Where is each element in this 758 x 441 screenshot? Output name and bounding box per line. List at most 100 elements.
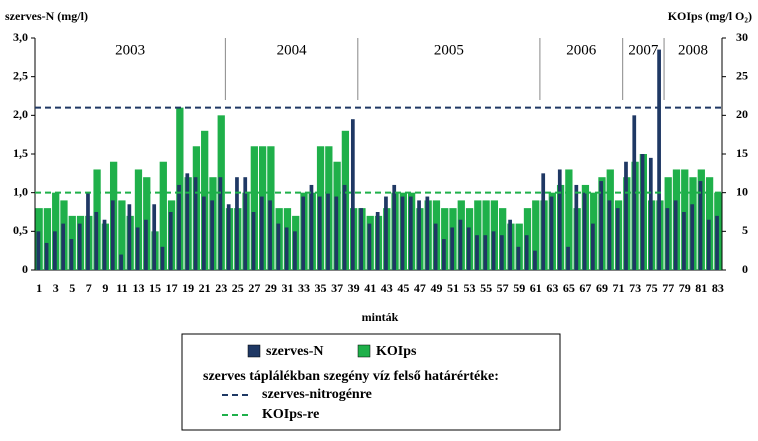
legend-label: KOIps-re — [262, 407, 319, 422]
bar — [698, 181, 703, 270]
bar — [392, 184, 397, 270]
bar — [53, 231, 57, 270]
legend-swatch — [357, 344, 371, 358]
bar — [665, 208, 670, 270]
bar — [400, 196, 405, 270]
bar — [251, 212, 256, 270]
y2-tick-label: 25 — [736, 68, 748, 82]
legend-subtitle: szerves táplálékban szegény víz felső ha… — [203, 369, 499, 384]
bar — [326, 192, 330, 270]
x-tick-label: 5 — [69, 281, 75, 295]
bar — [408, 196, 413, 270]
bar — [250, 146, 258, 270]
bar — [135, 227, 140, 270]
bar — [334, 196, 339, 270]
bar — [259, 196, 264, 270]
x-tick-label: 25 — [232, 281, 244, 295]
bar — [574, 184, 579, 270]
x-tick-label: 47 — [414, 281, 426, 295]
x-tick-label: 63 — [546, 281, 558, 295]
bar — [599, 181, 604, 270]
bar — [350, 119, 355, 270]
x-tick-label: 27 — [248, 281, 260, 295]
x-tick-label: 55 — [480, 281, 492, 295]
x-tick-label: 69 — [596, 281, 608, 295]
bar — [185, 173, 190, 270]
x-tick-label: 9 — [102, 281, 108, 295]
x-tick-label: 37 — [331, 281, 343, 295]
x-axis-title: minták — [362, 310, 399, 324]
bar — [557, 169, 562, 270]
y2-tick-label: 0 — [742, 262, 748, 276]
bar — [317, 196, 322, 270]
x-tick-label: 71 — [613, 281, 625, 295]
bar — [532, 200, 540, 270]
x-tick-label: 3 — [53, 281, 59, 295]
x-tick-label: 23 — [215, 281, 227, 295]
period-label: 2005 — [434, 42, 464, 58]
bar — [119, 254, 123, 270]
bar — [284, 227, 289, 270]
bar — [375, 212, 380, 270]
bar — [690, 204, 695, 270]
bar — [210, 200, 214, 270]
x-tick-label: 53 — [464, 281, 476, 295]
bar — [177, 184, 181, 270]
y-tick-label: 0,5 — [13, 223, 28, 237]
bar — [640, 154, 645, 270]
bar — [44, 242, 49, 270]
bar — [226, 204, 231, 270]
bar — [533, 250, 537, 270]
bar — [152, 204, 157, 270]
bar — [110, 200, 115, 270]
x-tick-label: 1 — [36, 281, 42, 295]
bar — [43, 208, 52, 270]
bar — [86, 192, 90, 270]
legend-label: KOIps — [376, 344, 417, 359]
bar — [706, 219, 711, 270]
bar — [367, 223, 372, 270]
bar — [682, 212, 686, 270]
period-label: 2008 — [678, 42, 708, 58]
bar — [127, 204, 132, 270]
x-tick-label: 51 — [447, 281, 459, 295]
x-tick-label: 29 — [265, 281, 277, 295]
bar — [516, 246, 521, 270]
bar — [235, 177, 239, 270]
bar — [466, 227, 471, 270]
x-tick-label: 13 — [132, 281, 144, 295]
x-tick-label: 59 — [513, 281, 525, 295]
bar — [591, 223, 595, 270]
bar — [475, 235, 479, 270]
y-tick-label: 0 — [22, 262, 28, 276]
x-tick-label: 7 — [86, 281, 92, 295]
bar — [657, 49, 661, 270]
x-tick-label: 77 — [662, 281, 674, 295]
x-tick-label: 49 — [430, 281, 442, 295]
y2-tick-label: 15 — [736, 146, 748, 160]
x-tick-label: 33 — [298, 281, 310, 295]
bar — [524, 235, 529, 270]
x-tick-label: 57 — [497, 281, 509, 295]
bar — [450, 227, 455, 270]
x-tick-label: 75 — [646, 281, 658, 295]
bar — [118, 200, 126, 270]
x-tick-label: 67 — [579, 281, 591, 295]
bar — [384, 196, 388, 270]
bar — [102, 219, 107, 270]
bar — [160, 246, 165, 270]
x-tick-label: 21 — [199, 281, 211, 295]
bar — [673, 200, 678, 270]
y-tick-label: 1,0 — [13, 184, 28, 198]
x-tick-label: 15 — [149, 281, 161, 295]
bar — [607, 200, 612, 270]
x-tick-label: 35 — [315, 281, 327, 295]
bar — [615, 208, 620, 270]
x-tick-label: 41 — [364, 281, 376, 295]
bar — [293, 231, 297, 270]
bar — [268, 200, 272, 270]
x-tick-label: 11 — [116, 281, 127, 295]
x-tick-label: 43 — [381, 281, 393, 295]
y-tick-label: 3,0 — [13, 30, 28, 44]
bar — [243, 177, 248, 270]
